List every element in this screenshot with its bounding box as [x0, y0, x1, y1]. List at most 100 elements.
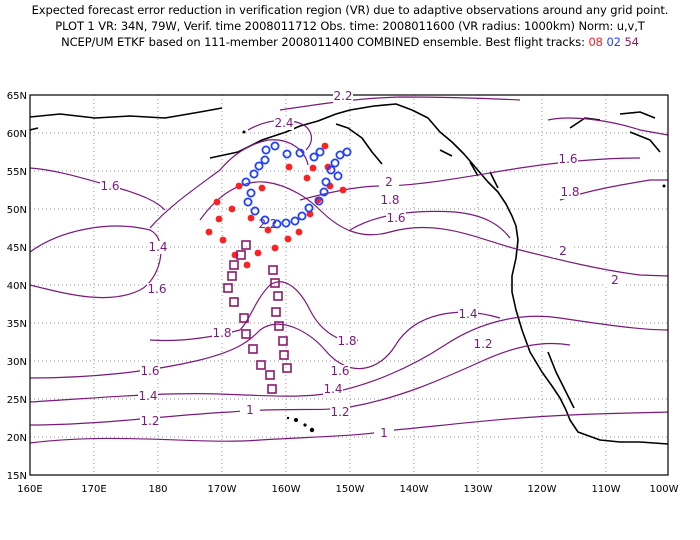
- flight-track-purple: [223, 240, 292, 394]
- track-point-blue: [249, 169, 259, 179]
- chart-title: Expected forecast error reduction in ver…: [0, 2, 700, 50]
- lat-label: 25N: [7, 395, 27, 406]
- track-point-red: [284, 235, 292, 243]
- contour-label: 1: [380, 426, 388, 440]
- track-point-red: [271, 244, 279, 252]
- track-point-red: [309, 164, 317, 172]
- contour-label: 1.8: [560, 185, 579, 199]
- track-point-red: [219, 236, 227, 244]
- lat-label: 60N: [7, 129, 27, 140]
- flight-track-blue: [241, 141, 352, 229]
- track-point-blue: [241, 177, 251, 187]
- lon-label: 100W: [650, 484, 679, 495]
- track-point-blue: [319, 187, 329, 197]
- contour-label: 1.2: [330, 405, 349, 419]
- track-point-purple: [265, 370, 275, 380]
- contour-labels: 2.2 2.4 2.2 2 1.8 1.6 1.6 1.8 1.6 1.4 1.6 2 2 1.8 1.4 1…: [100, 89, 625, 440]
- track-point-red: [235, 182, 243, 190]
- track-point-red: [254, 249, 262, 257]
- track-point-blue: [333, 171, 343, 181]
- track-point-blue: [295, 148, 305, 158]
- track-point-purple: [271, 307, 281, 317]
- flight-track-red: [205, 142, 347, 269]
- contour-label-bg: [100, 180, 120, 193]
- contour-label-bg: [138, 390, 158, 403]
- track-point-blue: [330, 158, 340, 168]
- track-point-purple: [278, 336, 288, 346]
- track-point-purple: [273, 291, 283, 301]
- lon-label: 110W: [592, 484, 621, 495]
- lon-label: 120W: [528, 484, 557, 495]
- contour-label: 1.2: [473, 337, 492, 351]
- track-point-red: [321, 142, 329, 150]
- lat-label: 45N: [7, 243, 27, 254]
- contour-label: 1.4: [458, 307, 477, 321]
- contour-label-bg: [458, 308, 478, 321]
- track-point-red: [213, 198, 221, 206]
- track-point-red: [247, 214, 255, 222]
- contour-label-bg: [140, 365, 160, 378]
- contour-label-bg: [330, 406, 350, 419]
- track-point-purple: [229, 297, 239, 307]
- track-point-blue: [290, 216, 300, 226]
- track-point-purple: [267, 384, 277, 394]
- track-point-blue: [243, 197, 253, 207]
- track-point-purple: [270, 278, 280, 288]
- track-point-blue: [309, 152, 319, 162]
- title-line-3: NCEP/UM ETKF based on 111-member 2008011…: [0, 34, 700, 50]
- lat-label: 40N: [7, 281, 27, 292]
- contour-label-bg: [605, 274, 625, 287]
- contour-label: 2.4: [274, 116, 293, 130]
- track-point-red: [215, 215, 223, 223]
- contour-label: 1.4: [323, 382, 342, 396]
- track-point-blue: [321, 177, 331, 187]
- track-point-purple: [282, 363, 292, 373]
- track-point-purple: [239, 313, 249, 323]
- track-point-red: [243, 261, 251, 269]
- lon-label: 150W: [336, 484, 365, 495]
- contour-label: 1.4: [148, 240, 167, 254]
- track-point-blue: [261, 145, 271, 155]
- contour-label: 2.2: [333, 89, 352, 103]
- track-point-red: [285, 163, 293, 171]
- longitude-labels: 160E 170E 180 170W 160W 150W 140W 130W 1…: [17, 484, 678, 495]
- contour-label: 1.6: [140, 364, 159, 378]
- contour-label-bg: [148, 241, 168, 254]
- lon-label: 160W: [272, 484, 301, 495]
- contour-label: 1: [246, 403, 254, 417]
- contour-label-bg: [337, 335, 357, 348]
- contour-label-bg: [380, 194, 400, 207]
- contour-label-bg: [558, 153, 578, 166]
- contour-label: 1.6: [100, 179, 119, 193]
- contour-label: 1.6: [147, 282, 166, 296]
- lon-label: 170W: [208, 484, 237, 495]
- lat-label: 50N: [7, 205, 27, 216]
- track-point-blue: [254, 161, 264, 171]
- lat-label: 65N: [7, 91, 27, 102]
- track-point-red: [228, 205, 236, 213]
- track-point-blue: [335, 150, 345, 160]
- track-point-blue: [326, 165, 336, 175]
- contour-label-bg: [553, 245, 573, 258]
- contour-label-bg: [323, 383, 343, 396]
- track-point-purple: [268, 265, 278, 275]
- title-line-1: Expected forecast error reduction in ver…: [31, 3, 669, 17]
- contour-label: 1.8: [212, 326, 231, 340]
- track-point-blue: [246, 188, 256, 198]
- contour-label-bg: [330, 365, 350, 378]
- track-point-purple: [227, 271, 237, 281]
- track-point-blue: [270, 141, 280, 151]
- islands: [242, 130, 666, 433]
- contour-label-bg: [147, 283, 167, 296]
- track-point-purple: [241, 329, 251, 339]
- track-point-blue: [282, 149, 292, 159]
- track-point-purple: [223, 283, 233, 293]
- lon-label: 140W: [400, 484, 429, 495]
- contour-label-bg: [333, 90, 353, 103]
- track-point-red: [295, 228, 303, 236]
- contour-label: 1.8: [380, 193, 399, 207]
- contour-label-bg: [560, 186, 580, 199]
- track-point-purple: [241, 240, 251, 250]
- track-point-purple: [229, 260, 239, 270]
- title-line-3-text: NCEP/UM ETKF based on 111-member 2008011…: [61, 35, 585, 49]
